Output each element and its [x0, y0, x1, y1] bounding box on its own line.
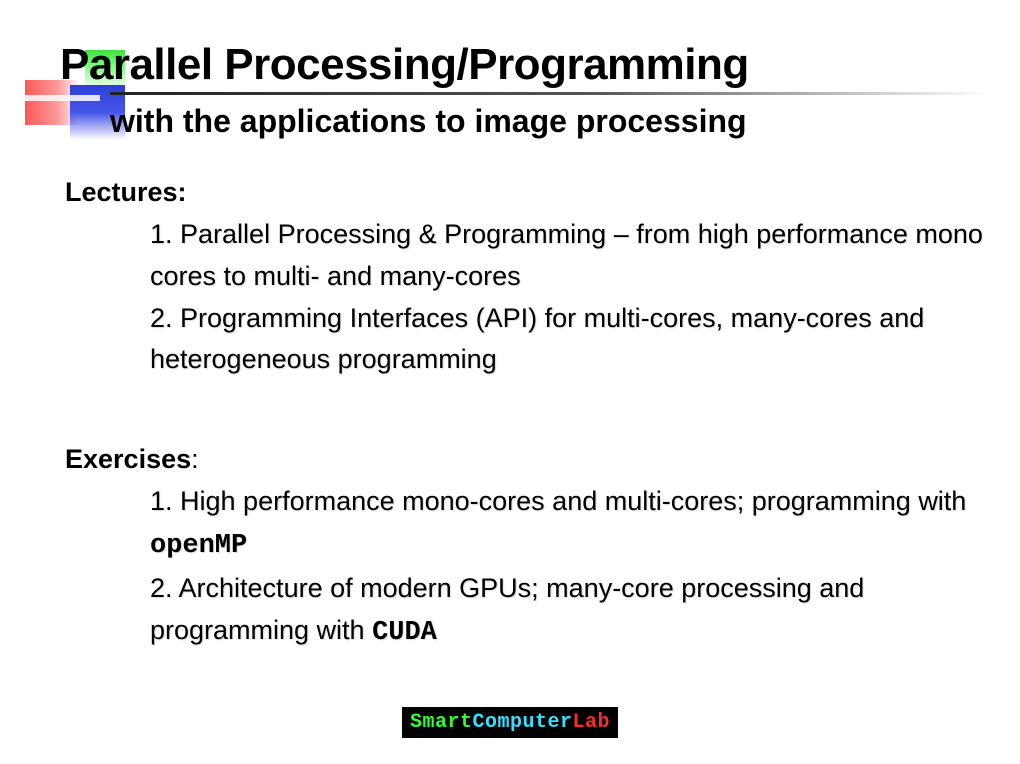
logo-part-smart: Smart [410, 711, 473, 734]
exercises-heading-bold: Exercises [65, 444, 191, 474]
slide-title: Parallel Processing/Programming [60, 40, 990, 90]
exercise-text: 1. High performance mono-cores and multi… [150, 486, 966, 516]
slide-body: Lectures: 1. Parallel Processing & Progr… [65, 172, 985, 654]
code-openmp: openMP [150, 531, 247, 561]
logo-part-lab: Lab [573, 711, 611, 734]
exercises-heading: Exercises: [65, 439, 985, 481]
header: Parallel Processing/Programming with the… [60, 40, 990, 140]
lecture-item: 1. Parallel Processing & Programming – f… [150, 214, 985, 298]
footer-logo: SmartComputerLab [402, 707, 618, 738]
logo-part-computer: Computer [472, 711, 572, 734]
exercise-item: 2. Architecture of modern GPUs; many-cor… [150, 568, 985, 655]
code-cuda: CUDA [372, 618, 437, 648]
exercises-heading-tail: : [191, 444, 199, 474]
title-rule [110, 92, 990, 95]
lecture-item: 2. Programming Interfaces (API) for mult… [150, 298, 985, 382]
exercise-text: 2. Architecture of modern GPUs; many-cor… [150, 573, 864, 645]
exercises-list: 1. High performance mono-cores and multi… [150, 481, 985, 654]
lectures-heading: Lectures: [65, 172, 985, 214]
lectures-list: 1. Parallel Processing & Programming – f… [150, 214, 985, 381]
slide-subtitle: with the applications to image processin… [110, 103, 990, 140]
exercise-item: 1. High performance mono-cores and multi… [150, 481, 985, 568]
